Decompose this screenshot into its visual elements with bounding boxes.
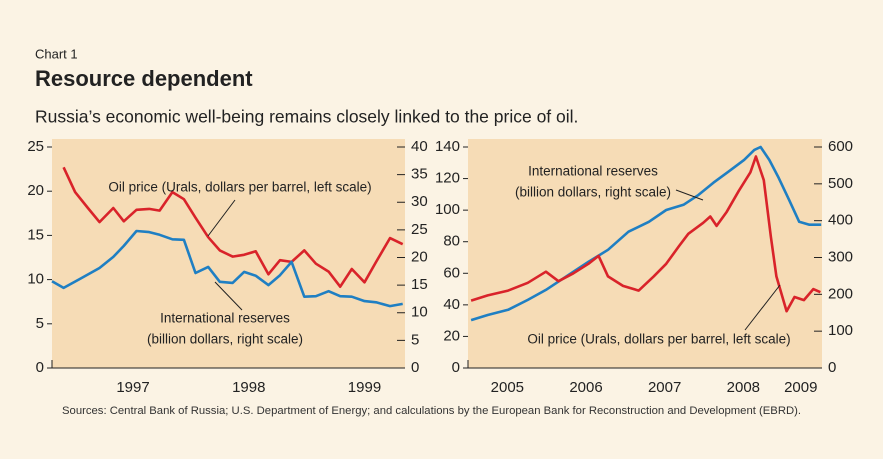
- pointer: [744, 284, 781, 331]
- y2-tick-label: 40: [411, 138, 428, 155]
- y2-tick-label: 20: [411, 248, 428, 265]
- chart-title: Resource dependent: [35, 66, 253, 91]
- y-tick-label: 80: [443, 233, 460, 250]
- series-unit: (billion dollars, right scale): [147, 332, 303, 347]
- pointer: [214, 281, 243, 311]
- y-tick-label: 100: [435, 201, 460, 218]
- y2-tick-label: 15: [411, 276, 428, 293]
- y-tick-label: 120: [435, 170, 460, 187]
- y2-tick-label: 500: [828, 175, 853, 192]
- series-unit: (billion dollars, right scale): [515, 185, 671, 200]
- series-line: [51, 229, 403, 308]
- chart: Chart 1 Resource dependent Russia’s econ…: [27, 46, 853, 396]
- y2-tick-label: 10: [411, 304, 428, 321]
- series-label: International reserves: [528, 164, 658, 179]
- y2-tick-label: 300: [828, 248, 853, 265]
- y-tick-label: 25: [27, 138, 44, 155]
- y2-tick-label: 0: [411, 359, 419, 376]
- y2-tick-label: 25: [411, 221, 428, 238]
- y-tick-label: 5: [36, 315, 44, 332]
- y-tick-label: 15: [27, 226, 44, 243]
- y-tick-label: 60: [443, 264, 460, 281]
- x-tick-label: 1997: [116, 379, 149, 396]
- x-tick-label: 1999: [348, 379, 381, 396]
- y2-tick-label: 0: [828, 359, 836, 376]
- subtitle: Russia’s economic well-being remains clo…: [35, 107, 578, 127]
- series-label: International reserves: [160, 311, 290, 326]
- x-tick-label: 2007: [648, 379, 681, 396]
- pointer: [207, 199, 236, 237]
- pointer: [675, 189, 704, 201]
- y2-tick-label: 600: [828, 138, 853, 155]
- y-tick-label: 0: [452, 359, 460, 376]
- y2-tick-label: 5: [411, 331, 419, 348]
- y2-tick-label: 100: [828, 322, 853, 339]
- x-tick-label: 2006: [569, 379, 602, 396]
- series-label: Oil price (Urals, dollars per barrel, le…: [527, 332, 790, 347]
- y-tick-label: 20: [27, 182, 44, 199]
- kicker: Chart 1: [35, 46, 78, 61]
- x-tick-label: 2009: [784, 379, 817, 396]
- series-label: Oil price (Urals, dollars per barrel, le…: [108, 180, 371, 195]
- series-line: [470, 145, 822, 322]
- y-tick-label: 140: [435, 138, 460, 155]
- series-line: [470, 155, 821, 313]
- y-tick-label: 0: [36, 359, 44, 376]
- y2-tick-label: 200: [828, 285, 853, 302]
- y-tick-label: 40: [443, 296, 460, 313]
- sources: Sources: Central Bank of Russia; U.S. De…: [62, 405, 802, 417]
- y2-tick-label: 400: [828, 212, 853, 229]
- series-line: [62, 166, 404, 288]
- y2-tick-label: 30: [411, 193, 428, 210]
- x-tick-label: 2008: [727, 379, 760, 396]
- y2-tick-label: 35: [411, 166, 428, 183]
- x-tick-label: 2005: [491, 379, 524, 396]
- y-tick-label: 10: [27, 271, 44, 288]
- x-tick-label: 1998: [232, 379, 265, 396]
- y-tick-label: 20: [443, 327, 460, 344]
